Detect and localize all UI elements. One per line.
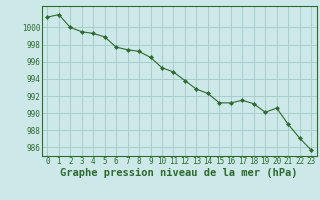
X-axis label: Graphe pression niveau de la mer (hPa): Graphe pression niveau de la mer (hPa) — [60, 168, 298, 178]
